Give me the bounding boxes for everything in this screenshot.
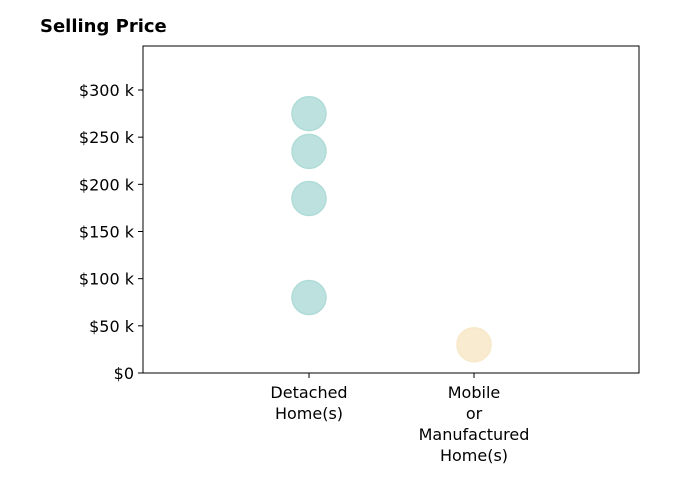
y-tick-label: $0 bbox=[114, 364, 134, 383]
data-point bbox=[291, 180, 327, 217]
data-point bbox=[456, 326, 492, 363]
x-tick-label: Mobile or Manufactured Home(s) bbox=[419, 383, 530, 465]
y-tick-label: $200 k bbox=[79, 175, 135, 194]
chart-title: Selling Price bbox=[40, 16, 167, 37]
data-point bbox=[291, 279, 327, 316]
x-axis: Detached Home(s) Mobile or Manufactured Home(… bbox=[270, 373, 529, 465]
x-tick-label: Detached Home(s) bbox=[270, 383, 347, 423]
plot-area bbox=[142, 45, 640, 374]
data-point bbox=[291, 133, 327, 170]
y-tick-label: $300 k bbox=[79, 81, 135, 100]
y-tick-label: $250 k bbox=[79, 128, 135, 147]
y-tick-label: $50 k bbox=[89, 317, 135, 336]
y-tick-label: $100 k bbox=[79, 270, 135, 289]
data-point bbox=[291, 95, 327, 132]
y-tick-label: $150 k bbox=[79, 223, 135, 242]
data-points bbox=[291, 95, 492, 363]
y-axis: $0 $50 k $100 k $150 k $200 k $250 k $300 k bbox=[79, 81, 143, 383]
